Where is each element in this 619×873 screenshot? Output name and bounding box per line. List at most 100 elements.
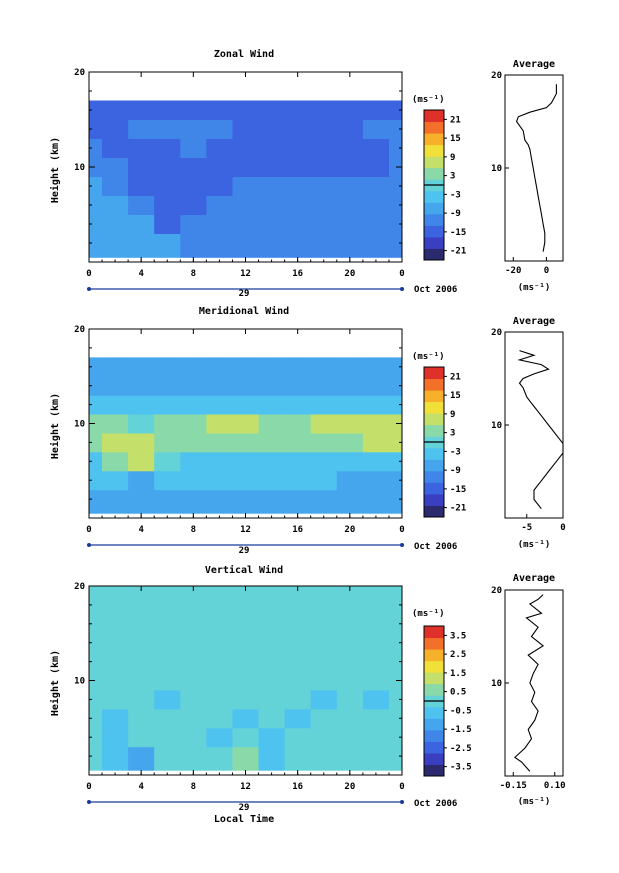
- heatmap-cell: [284, 376, 312, 396]
- heatmap-cell: [180, 633, 207, 653]
- x-tick-label: 20: [344, 269, 355, 279]
- heatmap-cell: [232, 614, 260, 634]
- x-tick-label: 8: [191, 782, 196, 792]
- heatmap-cell: [154, 157, 181, 177]
- heatmap-cell: [232, 671, 260, 691]
- heatmap-cell: [284, 746, 312, 771]
- colorbar-segment: [424, 248, 444, 261]
- heatmap-cell: [128, 671, 155, 691]
- heatmap-cell: [232, 597, 260, 615]
- x-tick-label: 8: [191, 525, 196, 535]
- profile-x-tick-label: 0.10: [544, 781, 566, 791]
- colorbar-tick-label: -3: [450, 447, 461, 457]
- heatmap-cell: [232, 119, 260, 139]
- heatmap-cell: [362, 195, 390, 215]
- heatmap-cell: [362, 119, 390, 139]
- heatmap-cell: [389, 690, 403, 710]
- heatmap-cell: [258, 357, 286, 377]
- heatmap-cell: [336, 708, 364, 729]
- colorbar-tick-label: 9: [450, 410, 455, 420]
- x-tick-label: 0: [86, 782, 91, 792]
- heatmap-cell: [284, 652, 312, 672]
- heatmap-cell: [89, 432, 103, 453]
- heatmap-cell: [336, 597, 364, 615]
- heatmap-cell: [258, 470, 286, 491]
- colorbar-segment: [424, 752, 444, 765]
- heatmap-cell: [389, 414, 403, 434]
- colorbar-tick-label: -15: [450, 485, 466, 495]
- heatmap-cell: [336, 489, 364, 514]
- colorbar-tick-label: -3: [450, 190, 461, 200]
- heatmap-cell: [258, 671, 286, 691]
- heatmap-cell: [154, 100, 181, 120]
- colorbar-tick-label: -15: [450, 228, 466, 238]
- heatmap-cell: [389, 727, 403, 748]
- colorbar-tick-label: 0.5: [450, 688, 466, 698]
- heatmap-cell: [258, 614, 286, 634]
- heatmap-cell: [284, 690, 312, 710]
- heatmap-cell: [206, 176, 233, 196]
- heatmap-cell: [310, 176, 338, 196]
- heatmap-cell: [206, 451, 233, 472]
- heatmap-cell: [389, 746, 403, 771]
- heatmap-cell: [284, 633, 312, 653]
- heatmap-cell: [89, 176, 103, 196]
- heatmap-cell: [180, 671, 207, 691]
- heatmap-cell: [102, 451, 129, 472]
- heatmap-cell: [128, 690, 155, 710]
- heatmap-cell: [154, 138, 181, 158]
- heatmap-cell: [310, 357, 338, 377]
- panel-zonal-wind: Zonal Wind 0 4 8 12 16 20 0 20 10 Height (km) Oc…: [49, 48, 564, 299]
- heatmap-cell: [154, 432, 181, 453]
- heatmap-cell: [154, 708, 181, 729]
- heatmap-cell: [362, 100, 390, 120]
- heatmap-cell: [258, 652, 286, 672]
- heatmap-cell: [336, 746, 364, 771]
- heatmap-cell: [258, 233, 286, 258]
- colorbar-segment: [424, 144, 444, 157]
- heatmap-cell: [89, 746, 103, 771]
- y-axis-label: Height (km): [49, 393, 61, 459]
- colorbar-tick-label: 9: [450, 153, 455, 163]
- heatmap-cell: [102, 138, 129, 158]
- heatmap-cell: [310, 470, 338, 491]
- colorbar-segment: [424, 764, 444, 777]
- heatmap-cell: [180, 233, 207, 258]
- heatmap-cell: [180, 176, 207, 196]
- heatmap-cell: [206, 633, 233, 653]
- heatmap-cell: [89, 233, 103, 258]
- heatmap-cell: [284, 414, 312, 434]
- heatmap-cell: [284, 614, 312, 634]
- heatmap-cell: [89, 100, 103, 120]
- heatmap-cell: [128, 138, 155, 158]
- heatmap-cell: [258, 690, 286, 710]
- x-tick-label: 12: [240, 782, 251, 792]
- profile-y-tick-label: 20: [491, 71, 502, 81]
- x-tick-label: 0: [399, 269, 404, 279]
- heatmap-cell: [206, 489, 233, 514]
- heatmap-cell: [89, 470, 103, 491]
- heatmap-cell: [180, 614, 207, 634]
- heatmap-cell: [310, 395, 338, 415]
- heatmap-cell: [362, 176, 390, 196]
- axes-zonal: 0 4 8 12 16 20 0 20 10: [74, 68, 405, 291]
- heatmap-cell: [258, 489, 286, 514]
- colorbar-tick-label: -9: [450, 466, 461, 476]
- heatmap-cell: [232, 233, 260, 258]
- heatmap-cell: [180, 138, 207, 158]
- heatmap-cell: [258, 214, 286, 234]
- heatmap-cell: [362, 376, 390, 396]
- heatmap-cell: [362, 489, 390, 514]
- colorbar-unit: (ms⁻¹): [412, 609, 445, 619]
- heatmap-cell: [389, 357, 403, 377]
- heatmap-cell: [232, 357, 260, 377]
- heatmap-cell: [232, 690, 260, 710]
- heatmap-cell: [310, 586, 338, 599]
- panel-title: Vertical Wind: [205, 564, 283, 576]
- heatmap-cell: [89, 614, 103, 634]
- day-label: 29: [239, 289, 250, 299]
- colorbar-unit: (ms⁻¹): [412, 95, 445, 105]
- colorbar-tick-label: 3: [450, 172, 455, 182]
- profile-line: [514, 594, 545, 772]
- heatmap-cell: [180, 690, 207, 710]
